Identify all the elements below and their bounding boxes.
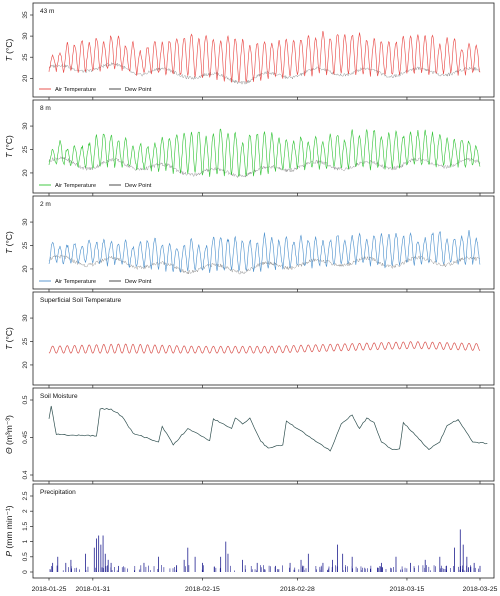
y-axis-unit: (mm min⁻¹) bbox=[4, 505, 14, 551]
panel-2: 2 m 20 25 30 T (°C) Air Temperature Dew Point bbox=[4, 195, 495, 292]
y-axis-unit: (°C) bbox=[4, 231, 14, 249]
x-tick-label: 2018-02-15 bbox=[185, 586, 220, 593]
y-tick-label: 25 bbox=[22, 338, 29, 346]
legend-dew-label: Dew Point bbox=[125, 183, 152, 189]
y-tick-label: 2 bbox=[22, 509, 29, 513]
legend-air-label: Air Temperature bbox=[55, 183, 96, 189]
dew-point-line bbox=[48, 156, 481, 179]
y-tick-label: 30 bbox=[22, 32, 29, 40]
y-tick-label: 30 bbox=[22, 122, 29, 130]
y-tick-label: 0.4 bbox=[22, 470, 29, 479]
y-tick-label: 25 bbox=[22, 242, 29, 250]
y-axis-var: T bbox=[4, 248, 14, 254]
panel-0: 43 m 20 25 30 35 T (°C) Air Temperature Dew Poi… bbox=[4, 2, 495, 100]
dew-point-line bbox=[48, 61, 481, 85]
panel-label: Superficial Soil Temperature bbox=[40, 297, 122, 304]
y-axis-var: Θ bbox=[4, 447, 14, 454]
y-axis-var: P bbox=[4, 551, 14, 557]
y-tick-label: 25 bbox=[22, 53, 29, 61]
y-axis-unit: (°C) bbox=[4, 327, 14, 345]
panel-label: 8 m bbox=[40, 105, 51, 112]
panel-label: Precipitation bbox=[40, 489, 76, 496]
y-tick-label: 1.5 bbox=[22, 522, 29, 531]
y-tick-label: 0.5 bbox=[22, 552, 29, 561]
panel-frame bbox=[32, 2, 495, 98]
soil-temperature-line bbox=[48, 341, 481, 354]
x-tick-label: 2018-03-15 bbox=[390, 586, 425, 593]
x-tick-label: 2018-02-28 bbox=[280, 586, 315, 593]
y-axis-label: T (°C) bbox=[4, 38, 14, 61]
x-tick-label: 2018-01-31 bbox=[75, 586, 110, 593]
y-tick-label: 20 bbox=[22, 361, 29, 369]
panel-frame bbox=[32, 387, 495, 482]
y-tick-label: 20 bbox=[22, 169, 29, 177]
y-tick-label: 0.45 bbox=[22, 431, 29, 444]
y-axis-unit: (°C) bbox=[4, 38, 14, 56]
x-axis-labels: 2018-01-25 2018-01-31 2018-02-15 2018-02-28… bbox=[32, 586, 498, 593]
y-axis-label: T (°C) bbox=[4, 135, 14, 158]
panel-label: 43 m bbox=[40, 8, 54, 15]
y-tick-label: 30 bbox=[22, 314, 29, 322]
y-axis-var: T bbox=[4, 55, 14, 61]
panel-frame bbox=[32, 195, 495, 290]
dew-point-line bbox=[48, 254, 481, 275]
panel-4: Soil Moisture 0.4 0.45 0.5 Θ (m³m⁻³) bbox=[4, 387, 495, 484]
y-tick-label: 0.5 bbox=[22, 395, 29, 404]
legend-dew-label: Dew Point bbox=[125, 87, 152, 93]
y-axis-label: T (°C) bbox=[4, 327, 14, 350]
y-axis-label: P (mm min⁻¹) bbox=[4, 505, 14, 556]
panel-frame bbox=[32, 99, 495, 194]
y-tick-label: 20 bbox=[22, 74, 29, 82]
legend-air-label: Air Temperature bbox=[55, 87, 96, 93]
air-temperature-line bbox=[48, 230, 481, 273]
panel-3: Superficial Soil Temperature 20 25 30 T (°C) bbox=[4, 291, 495, 388]
y-axis-var: T bbox=[4, 152, 14, 158]
y-tick-label: 0 bbox=[22, 570, 29, 574]
panel-label: Soil Moisture bbox=[40, 393, 78, 400]
air-temperature-line bbox=[48, 30, 481, 83]
y-tick-label: 35 bbox=[22, 11, 29, 19]
legend-air-label: Air Temperature bbox=[55, 279, 96, 285]
y-axis-unit: (m³m⁻³) bbox=[4, 415, 14, 448]
panel-frame bbox=[32, 291, 495, 386]
panel-label: 2 m bbox=[40, 201, 51, 208]
legend-dew-label: Dew Point bbox=[125, 279, 152, 285]
panel-1: 8 m 20 25 30 T (°C) Air Temperature Dew Point bbox=[4, 99, 495, 196]
x-tick-label: 2018-01-25 bbox=[32, 586, 67, 593]
y-tick-label: 1 bbox=[22, 539, 29, 543]
x-tick-label: 2018-03-25 bbox=[463, 586, 498, 593]
y-tick-label: 30 bbox=[22, 218, 29, 226]
y-axis-label: T (°C) bbox=[4, 231, 14, 254]
panel-frame bbox=[32, 483, 495, 579]
y-axis-var: T bbox=[4, 344, 14, 350]
y-tick-label: 2.5 bbox=[22, 491, 29, 500]
y-tick-label: 20 bbox=[22, 265, 29, 273]
y-axis-label: Θ (m³m⁻³) bbox=[4, 415, 14, 454]
soil-moisture-line bbox=[48, 405, 488, 452]
air-temperature-line bbox=[48, 128, 481, 177]
y-tick-label: 25 bbox=[22, 146, 29, 154]
y-axis-unit: (°C) bbox=[4, 135, 14, 153]
panel-5: Precipitation 0 0.5 1 1.5 2 2.5 P (mm min⁻¹) bbox=[4, 483, 495, 581]
